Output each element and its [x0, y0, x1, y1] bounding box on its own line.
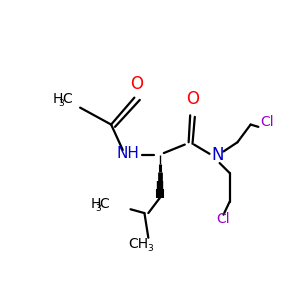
- Text: O: O: [186, 90, 199, 108]
- Text: 3: 3: [147, 244, 153, 253]
- Text: N: N: [212, 146, 224, 164]
- Text: NH: NH: [117, 146, 140, 161]
- Text: 3: 3: [96, 204, 101, 213]
- Text: H: H: [53, 92, 63, 106]
- Text: O: O: [130, 75, 143, 93]
- Text: H: H: [90, 197, 100, 211]
- Text: 3: 3: [58, 99, 64, 108]
- Text: C: C: [100, 197, 109, 211]
- Text: CH: CH: [128, 237, 148, 251]
- Text: Cl: Cl: [261, 115, 274, 129]
- Text: Cl: Cl: [217, 212, 230, 226]
- Text: C: C: [62, 92, 72, 106]
